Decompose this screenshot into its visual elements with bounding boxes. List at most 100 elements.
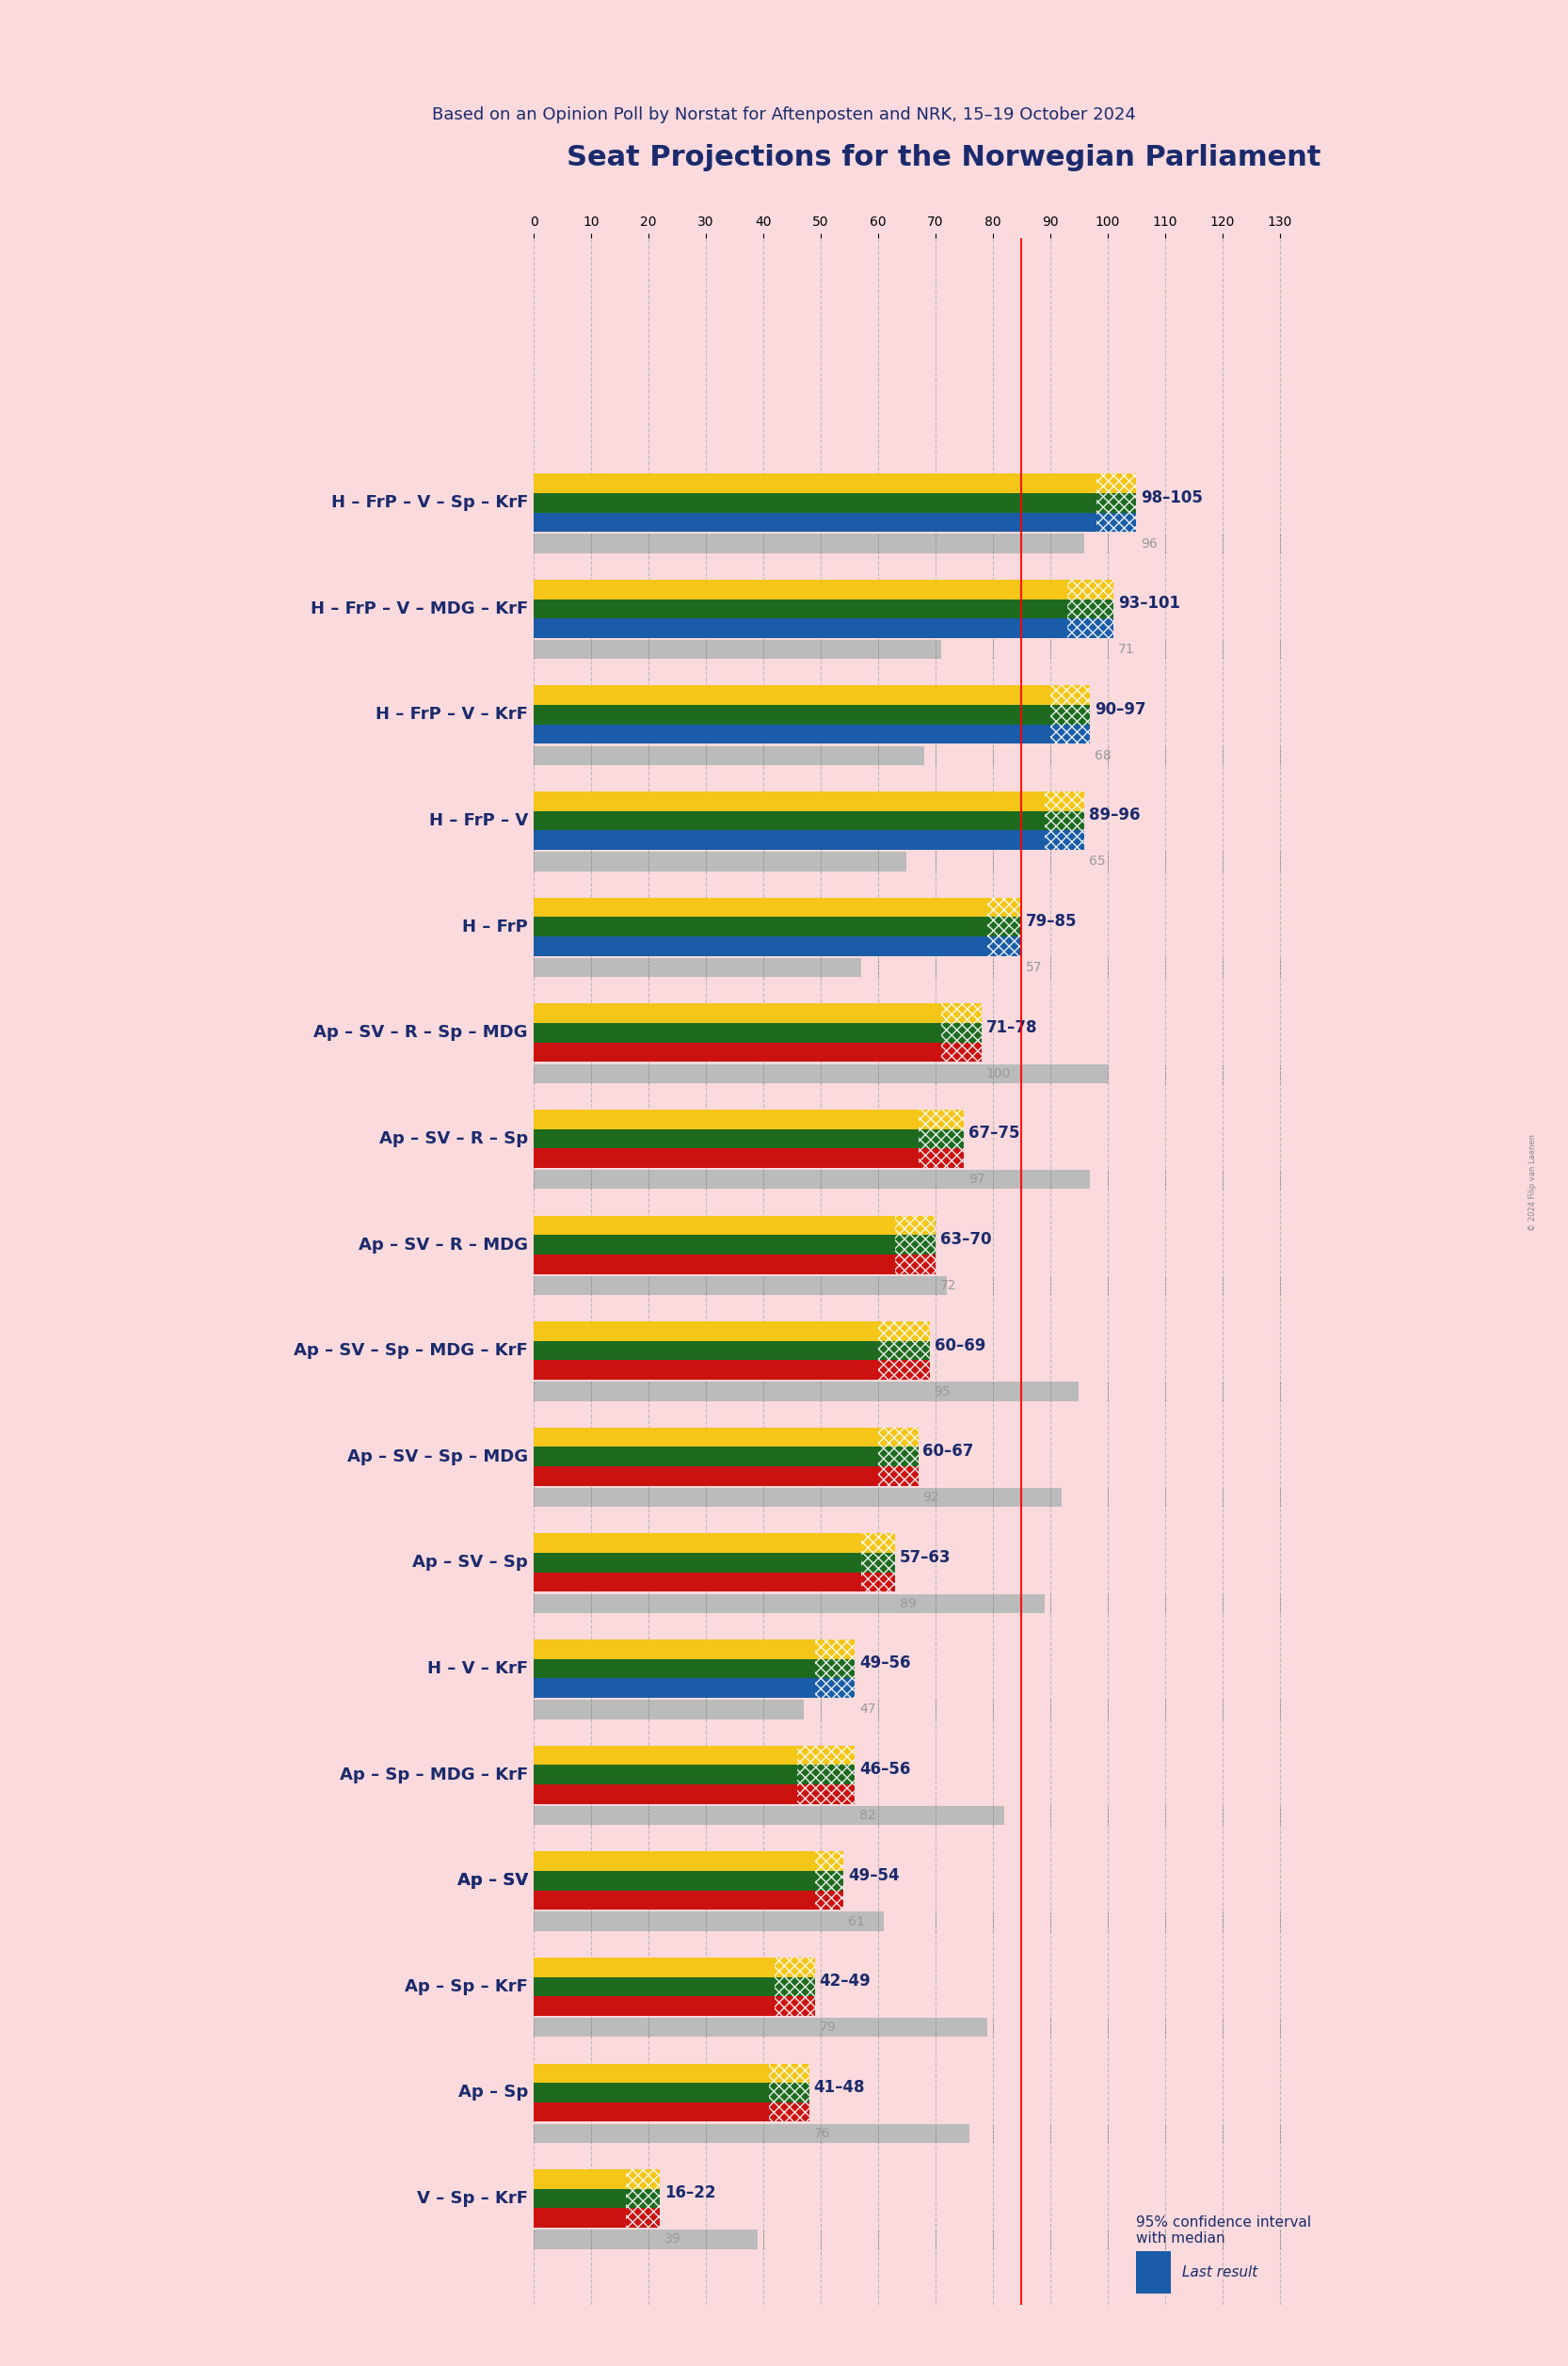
- Text: 49–54: 49–54: [848, 1867, 900, 1883]
- FancyBboxPatch shape: [775, 1957, 815, 1978]
- FancyBboxPatch shape: [1068, 599, 1113, 618]
- Text: 95: 95: [935, 1384, 950, 1398]
- Bar: [533, 1467, 919, 1486]
- Text: 49–56: 49–56: [859, 1654, 911, 1673]
- Bar: [533, 1595, 1044, 1614]
- FancyBboxPatch shape: [1137, 2252, 1171, 2295]
- FancyBboxPatch shape: [941, 1003, 982, 1022]
- FancyBboxPatch shape: [878, 1427, 919, 1448]
- Text: Ap – SV – R – MDG: Ap – SV – R – MDG: [359, 1235, 528, 1254]
- Bar: [533, 1640, 855, 1659]
- Bar: [533, 1382, 1079, 1401]
- Text: 47: 47: [859, 1704, 877, 1715]
- Bar: [533, 1784, 855, 1803]
- Bar: [533, 1805, 1004, 1824]
- FancyBboxPatch shape: [941, 1043, 982, 1062]
- Text: 97: 97: [969, 1174, 985, 1185]
- Bar: [533, 513, 1137, 532]
- FancyBboxPatch shape: [878, 1467, 919, 1486]
- Text: Last result: Last result: [1182, 2267, 1258, 2281]
- Text: 90–97: 90–97: [1094, 700, 1146, 717]
- FancyBboxPatch shape: [626, 2207, 660, 2229]
- Bar: [533, 618, 1113, 639]
- Text: 82: 82: [859, 1810, 877, 1822]
- Bar: [533, 1216, 936, 1235]
- FancyBboxPatch shape: [1044, 812, 1085, 830]
- FancyBboxPatch shape: [986, 937, 1021, 956]
- FancyBboxPatch shape: [878, 1448, 919, 1467]
- Text: © 2024 Filip van Laenen: © 2024 Filip van Laenen: [1529, 1136, 1537, 1230]
- Text: 61: 61: [848, 1914, 866, 1928]
- FancyBboxPatch shape: [919, 1110, 964, 1129]
- FancyBboxPatch shape: [861, 1552, 895, 1573]
- Bar: [533, 641, 941, 660]
- Bar: [533, 1765, 855, 1784]
- Bar: [533, 599, 1113, 618]
- Bar: [533, 1912, 884, 1931]
- Bar: [533, 2125, 969, 2144]
- Bar: [533, 1129, 964, 1148]
- FancyBboxPatch shape: [986, 897, 1021, 918]
- Text: 39: 39: [665, 2234, 681, 2245]
- Bar: [533, 2063, 809, 2082]
- Text: Ap – SV: Ap – SV: [458, 1872, 528, 1888]
- Text: 95% confidence interval
with median: 95% confidence interval with median: [1137, 2215, 1311, 2245]
- FancyBboxPatch shape: [815, 1640, 855, 1659]
- Text: 79–85: 79–85: [1025, 913, 1077, 930]
- Text: 42–49: 42–49: [820, 1973, 870, 1990]
- Text: 93–101: 93–101: [1118, 594, 1181, 613]
- FancyBboxPatch shape: [878, 1342, 930, 1360]
- FancyBboxPatch shape: [919, 1148, 964, 1169]
- Bar: [533, 473, 1137, 492]
- FancyBboxPatch shape: [1051, 724, 1090, 743]
- Bar: [533, 1022, 982, 1043]
- Text: 79: 79: [820, 2021, 836, 2035]
- Text: 71: 71: [1118, 644, 1134, 655]
- Text: Ap – Sp: Ap – Sp: [458, 2084, 528, 2101]
- Bar: [533, 2018, 986, 2037]
- Bar: [533, 1323, 930, 1342]
- Bar: [533, 535, 1085, 554]
- Text: Ap – SV – Sp – MDG – KrF: Ap – SV – Sp – MDG – KrF: [293, 1342, 528, 1358]
- Text: V – Sp – KrF: V – Sp – KrF: [417, 2191, 528, 2207]
- Bar: [533, 958, 861, 977]
- Bar: [533, 492, 1137, 513]
- FancyBboxPatch shape: [1051, 705, 1090, 724]
- FancyBboxPatch shape: [798, 1746, 855, 1765]
- Text: Based on an Opinion Poll by Norstat for Aftenposten and NRK, 15–19 October 2024: Based on an Opinion Poll by Norstat for …: [433, 106, 1135, 123]
- Text: 72: 72: [939, 1280, 956, 1292]
- Bar: [533, 793, 1085, 812]
- Bar: [533, 2229, 757, 2250]
- Text: Ap – Sp – KrF: Ap – Sp – KrF: [405, 1978, 528, 1995]
- Bar: [533, 2082, 809, 2103]
- Text: 100: 100: [986, 1067, 1011, 1081]
- FancyBboxPatch shape: [986, 918, 1021, 937]
- Bar: [533, 686, 1090, 705]
- FancyBboxPatch shape: [768, 2103, 809, 2122]
- Bar: [533, 1254, 936, 1273]
- FancyBboxPatch shape: [1068, 580, 1113, 599]
- Text: 89–96: 89–96: [1090, 807, 1140, 823]
- Title: Seat Projections for the Norwegian Parliament: Seat Projections for the Norwegian Parli…: [566, 144, 1322, 173]
- Bar: [533, 1872, 844, 1890]
- FancyBboxPatch shape: [815, 1853, 844, 1872]
- FancyBboxPatch shape: [878, 1323, 930, 1342]
- Text: H – FrP – V – KrF: H – FrP – V – KrF: [376, 707, 528, 724]
- Text: 60–69: 60–69: [935, 1337, 985, 1353]
- FancyBboxPatch shape: [815, 1890, 844, 1909]
- FancyBboxPatch shape: [768, 2082, 809, 2103]
- Text: 67–75: 67–75: [969, 1124, 1019, 1143]
- Bar: [533, 1148, 964, 1169]
- FancyBboxPatch shape: [1044, 793, 1085, 812]
- Bar: [533, 852, 906, 871]
- Bar: [533, 1573, 895, 1592]
- Bar: [533, 1003, 982, 1022]
- FancyBboxPatch shape: [626, 2170, 660, 2189]
- Bar: [533, 1065, 1107, 1084]
- Bar: [533, 1699, 803, 1720]
- FancyBboxPatch shape: [815, 1872, 844, 1890]
- Text: 16–22: 16–22: [665, 2184, 717, 2203]
- Bar: [533, 1342, 930, 1360]
- Text: H – FrP – V – Sp – KrF: H – FrP – V – Sp – KrF: [331, 494, 528, 511]
- Text: Ap – Sp – MDG – KrF: Ap – Sp – MDG – KrF: [340, 1765, 528, 1784]
